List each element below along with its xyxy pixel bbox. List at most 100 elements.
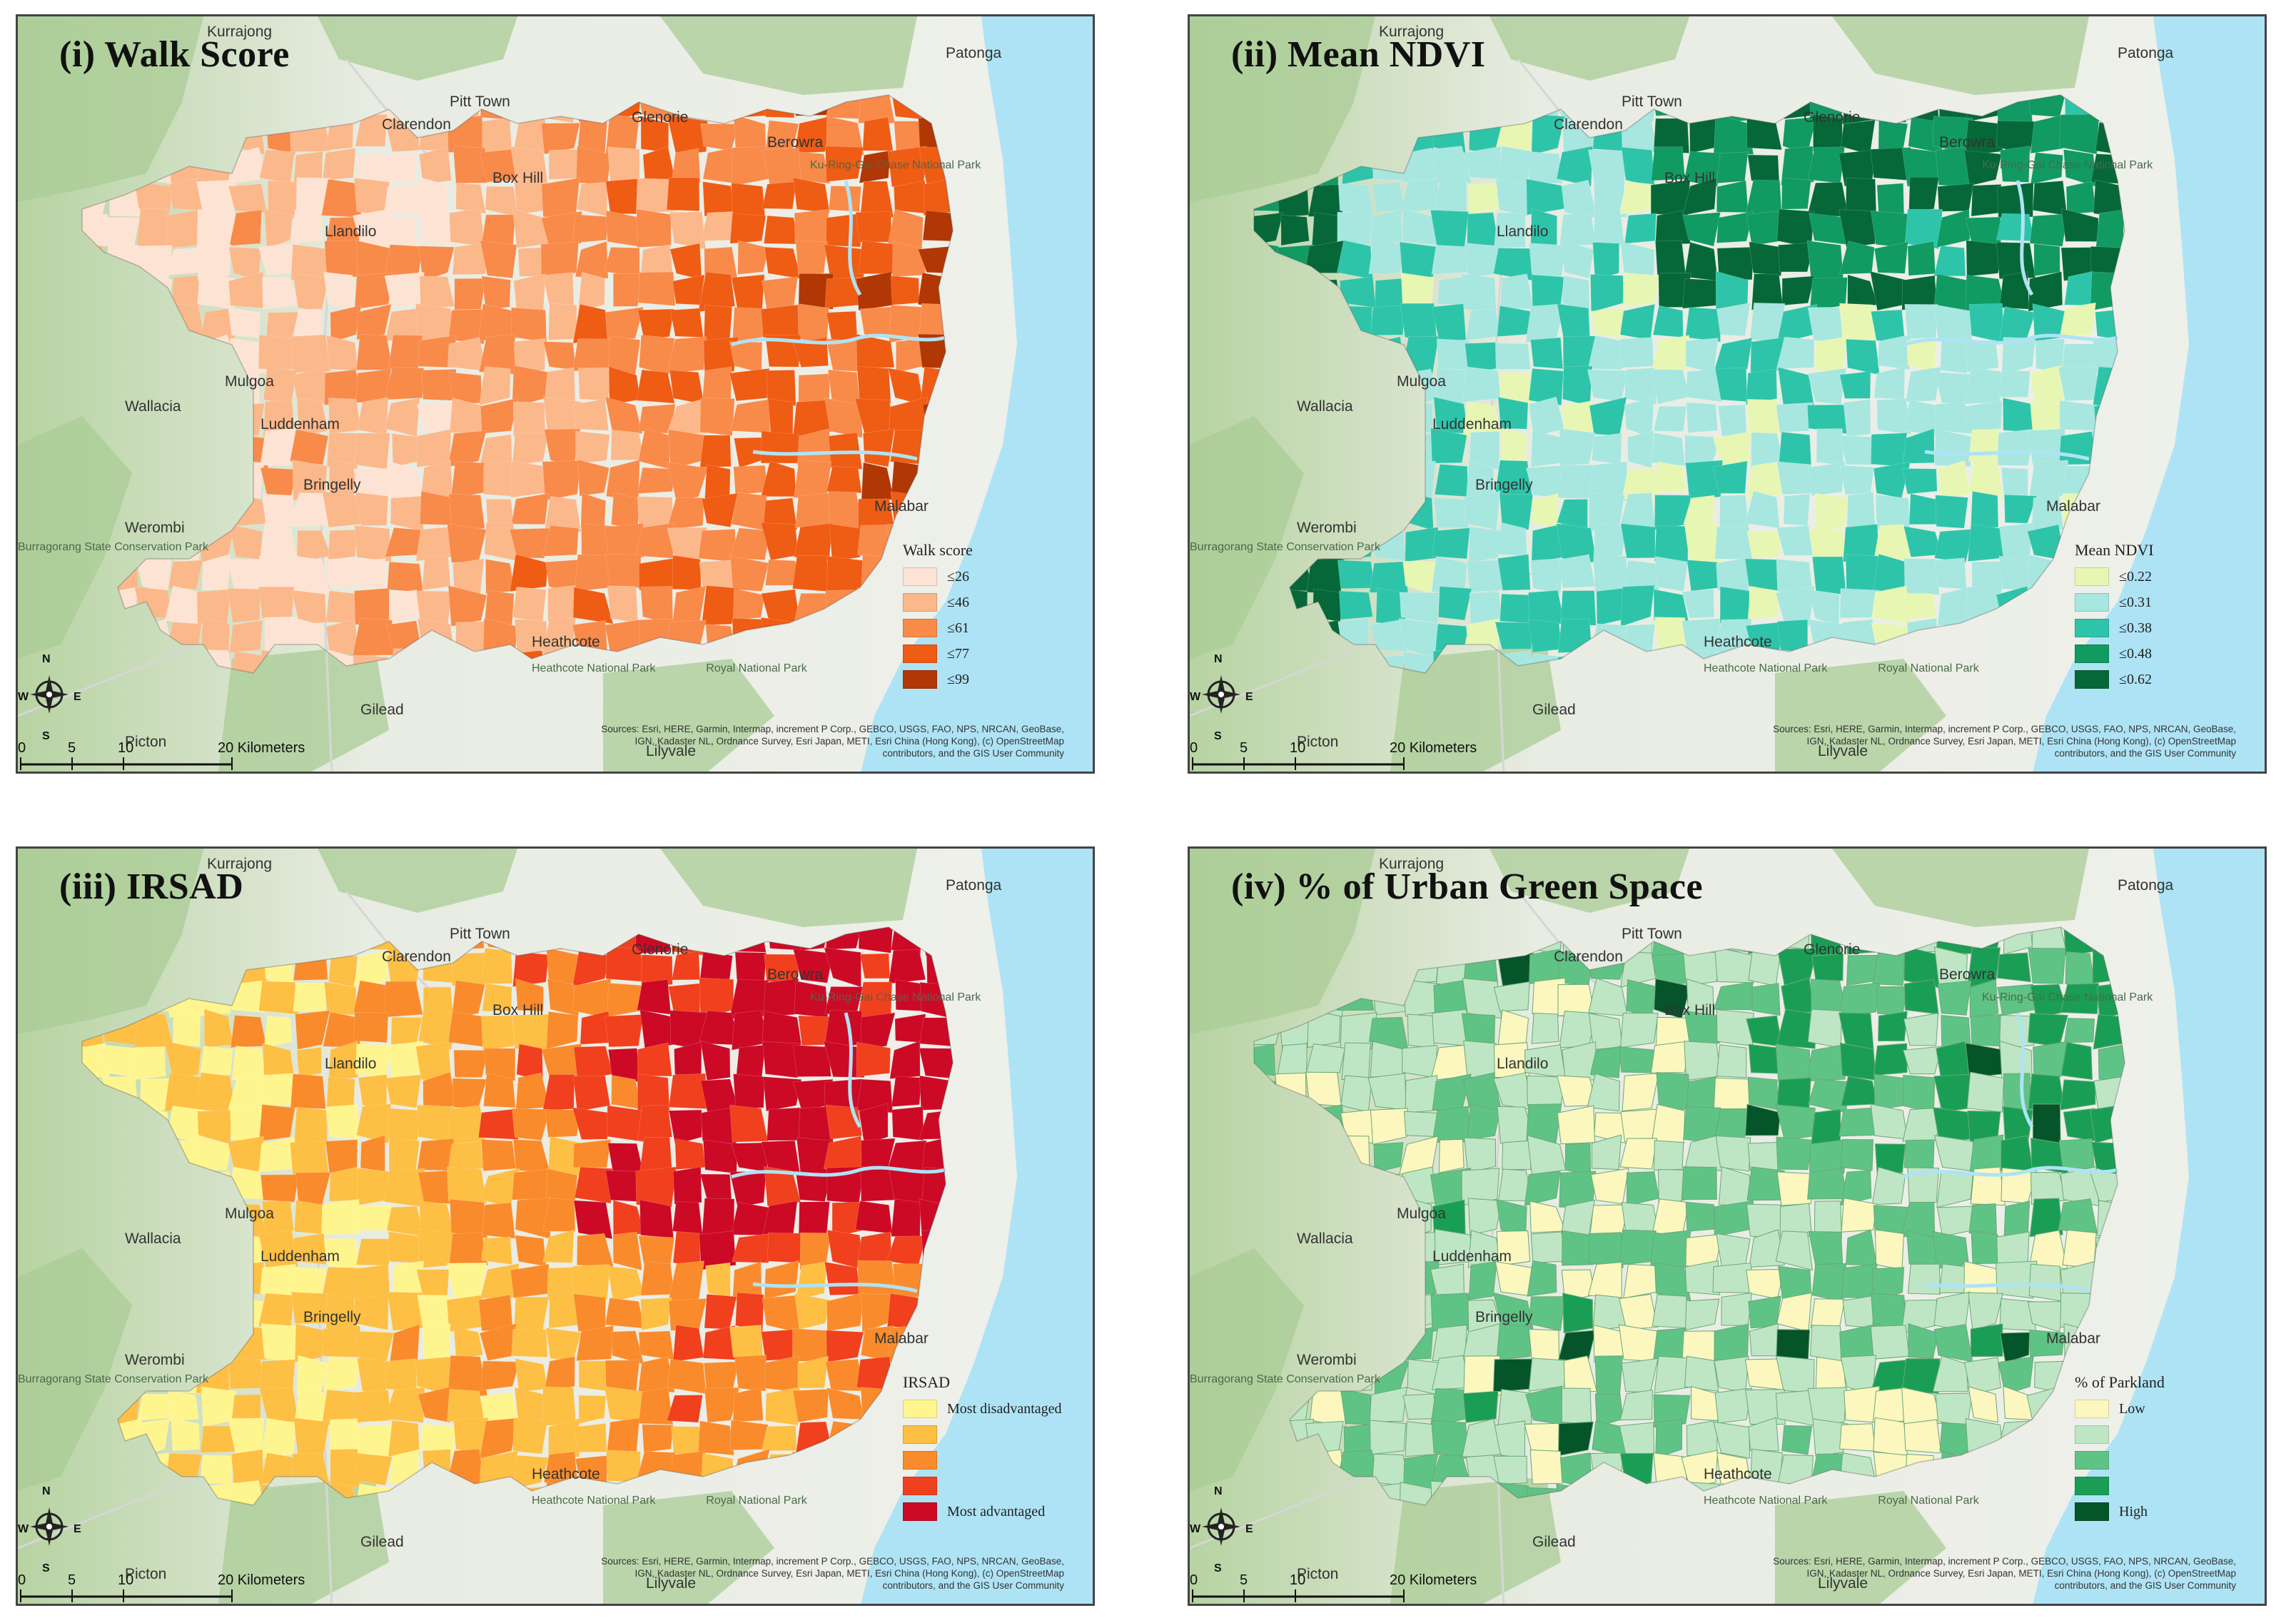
forest-patch [18,849,203,1034]
place-label-llandilo: Llandilo [325,223,377,240]
suburb-polygon [173,1013,201,1047]
suburb-polygon [447,1166,487,1204]
suburb-polygon [1466,1103,1501,1141]
park-label-royal-np: Royal National Park [706,1495,807,1507]
place-label-mulgoa: Mulgoa [225,373,274,390]
suburb-polygon [1685,368,1723,403]
suburb-polygon [548,1418,580,1459]
legend-label: High [2119,1503,2148,1520]
suburb-polygon [1908,1323,1939,1359]
suburb-polygon [1902,1046,1943,1075]
suburb-polygon [2028,271,2063,312]
suburb-polygon [1461,273,1497,313]
suburb-polygon [324,981,357,1016]
suburb-polygon [701,585,739,626]
suburb-polygon [1527,151,1563,184]
place-label-heathcote: Heathcote [1704,634,1772,650]
suburb-polygon [697,271,736,313]
suburb-polygon [2030,113,2066,154]
park-label-burragorang: Burragorang State Conservation Park [1190,541,1380,553]
suburb-polygon [1751,983,1781,1016]
suburb-polygon [512,401,546,438]
suburb-polygon [2060,1079,2096,1111]
suburb-polygon [1810,1325,1846,1362]
place-label-bringelly: Bringelly [303,477,361,493]
suburb-polygon [483,460,516,497]
suburb-polygon [1463,618,1500,652]
suburb-polygon [261,1174,299,1203]
legend-label: ≤99 [947,671,969,687]
suburb-polygon [1806,240,1844,280]
suburb-polygon [1373,1142,1404,1173]
forest-patch [18,416,132,659]
suburb-polygon [325,590,356,624]
scale-tick-label: 5 [68,1572,76,1588]
compass-label-n: N [42,653,51,665]
suburb-polygon [1874,1143,1906,1175]
suburb-polygon [1997,182,2034,219]
legend-item [2075,1473,2165,1499]
suburb-polygon [545,1168,578,1205]
suburb-polygon [763,1076,802,1112]
suburb-polygon [1775,585,1815,627]
suburb-polygon [668,1073,709,1110]
suburb-polygon [610,429,644,460]
park-label-heathcote-np: Heathcote National Park [1704,662,1828,674]
suburb-polygon [1747,585,1783,620]
suburb-polygon [922,210,953,242]
suburb-polygon [1783,493,1811,526]
forest-patch [1390,1477,1561,1604]
suburb-polygon [829,523,865,562]
place-label-glenorie: Glenorie [1804,109,1861,126]
suburb-polygon [1559,428,1596,467]
suburb-polygon [636,178,677,213]
suburb-polygon [322,148,356,181]
suburb-polygon [1841,1263,1878,1298]
suburb-polygon [1587,149,1627,188]
suburb-polygon [1529,243,1567,279]
scale-unit-label: 20 Kilometers [218,1572,305,1588]
suburb-polygon [1870,210,1908,248]
compass-label-w: W [18,1523,29,1535]
suburb-polygon [198,1046,233,1081]
suburb-polygon [1560,590,1597,626]
scale-bar [1192,757,1405,770]
park-label-burragorang: Burragorang State Conservation Park [18,1373,208,1385]
suburb-polygon [356,1103,392,1144]
place-label-luddenham: Luddenham [261,416,340,433]
suburb-polygon [1908,176,1939,212]
scale-unit-label: 20 Kilometers [1390,740,1477,756]
suburb-polygon [572,398,609,431]
suburb-polygon [1438,1138,1465,1173]
suburb-polygon [1559,240,1594,279]
suburb-polygon [636,208,672,248]
suburb-polygon [1719,495,1749,531]
suburb-polygon [2030,152,2063,185]
compass-label-n: N [1214,653,1223,665]
scale-bar [20,1589,233,1602]
suburb-polygon [607,585,639,624]
suburb-polygon [703,336,739,373]
suburb-polygon [1528,1296,1566,1331]
suburb-polygon [824,398,863,438]
suburb-polygon [1965,400,2003,433]
place-label-werombi: Werombi [125,1352,185,1368]
suburb-polygon [418,1386,451,1423]
suburb-polygon [1497,522,1527,557]
suburb-polygon [573,1200,613,1240]
suburb-polygon [578,1395,607,1424]
place-label-mulgoa: Mulgoa [1397,1205,1446,1222]
suburb-polygon [1807,1168,1849,1200]
north-arrow-compass-icon [30,675,69,714]
suburb-polygon [1369,618,1409,652]
suburb-polygon [290,209,323,243]
suburb-polygon [1592,242,1619,280]
suburb-polygon [419,275,455,310]
legend-swatch [903,1502,937,1521]
suburb-polygon [2033,243,2060,277]
place-label-glenorie: Glenorie [632,941,689,958]
place-label-wallacia: Wallacia [125,1230,181,1247]
suburb-polygon [196,1134,231,1171]
suburb-polygon [1619,337,1654,368]
suburb-polygon [572,1107,610,1140]
